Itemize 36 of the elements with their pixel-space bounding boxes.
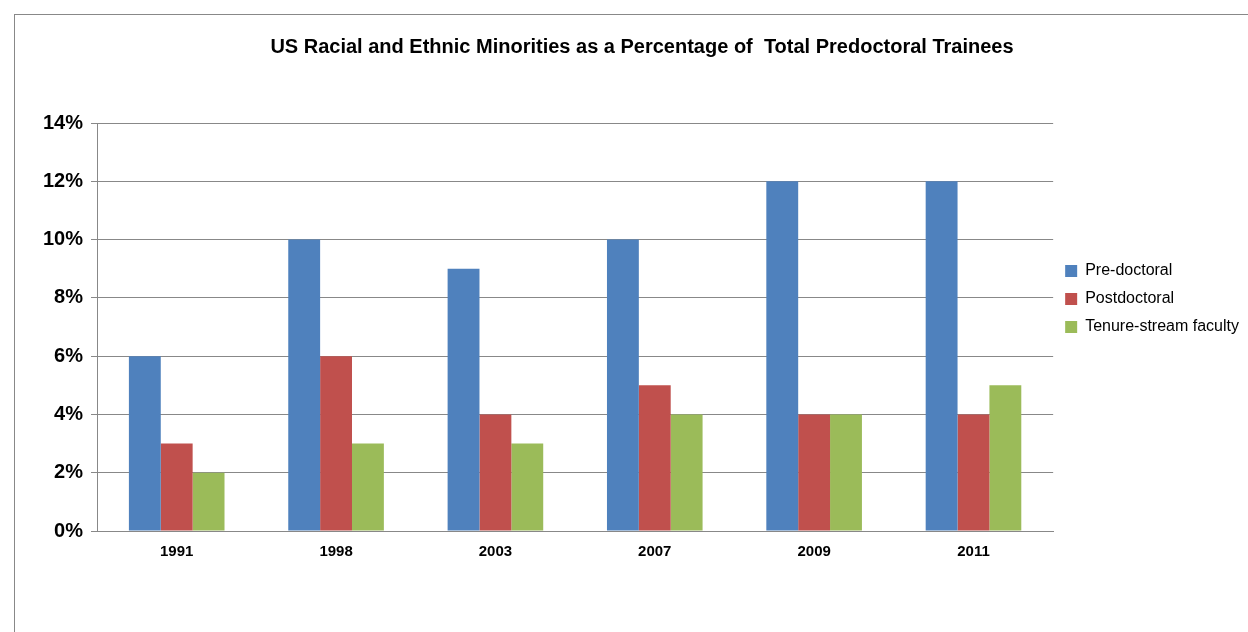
bar (160, 443, 193, 531)
bar (670, 414, 703, 531)
bar (128, 356, 161, 531)
x-tick-label: 2011 (957, 542, 990, 560)
chart-title: US Racial and Ethnic Minorities as a Percentage of Total Predoctoral Trainees (270, 34, 1014, 57)
y-tick-label: 12% (43, 168, 84, 191)
bar (288, 239, 321, 531)
y-tick-label: 0% (54, 518, 84, 541)
x-tick-label: 1991 (160, 542, 194, 560)
bar (447, 268, 480, 531)
y-tick-label: 8% (54, 285, 84, 308)
legend-label: Tenure-stream faculty (1085, 317, 1240, 335)
bar (957, 414, 990, 531)
x-tick-label: 2003 (478, 542, 513, 560)
bar (638, 385, 671, 531)
y-tick-label: 14% (43, 110, 84, 133)
bar (925, 181, 958, 531)
bar (798, 414, 831, 531)
x-tick-label: 2007 (638, 542, 672, 560)
y-tick-label: 4% (54, 401, 84, 424)
bar (830, 414, 862, 531)
legend-label: Pre-doctoral (1085, 261, 1173, 279)
bar (320, 356, 352, 531)
x-tick-label: 2009 (797, 542, 831, 560)
bar (192, 472, 225, 531)
y-tick-label: 10% (43, 227, 84, 250)
x-tick-label: 1998 (319, 542, 353, 560)
bar (479, 414, 512, 531)
y-tick-label: 2% (54, 460, 84, 483)
y-tick-label: 6% (54, 343, 84, 366)
legend-label: Postdoctoral (1085, 289, 1175, 307)
bar (511, 443, 544, 531)
bar (989, 385, 1022, 531)
bar (766, 181, 799, 531)
bar (606, 239, 639, 531)
bar (352, 443, 384, 531)
